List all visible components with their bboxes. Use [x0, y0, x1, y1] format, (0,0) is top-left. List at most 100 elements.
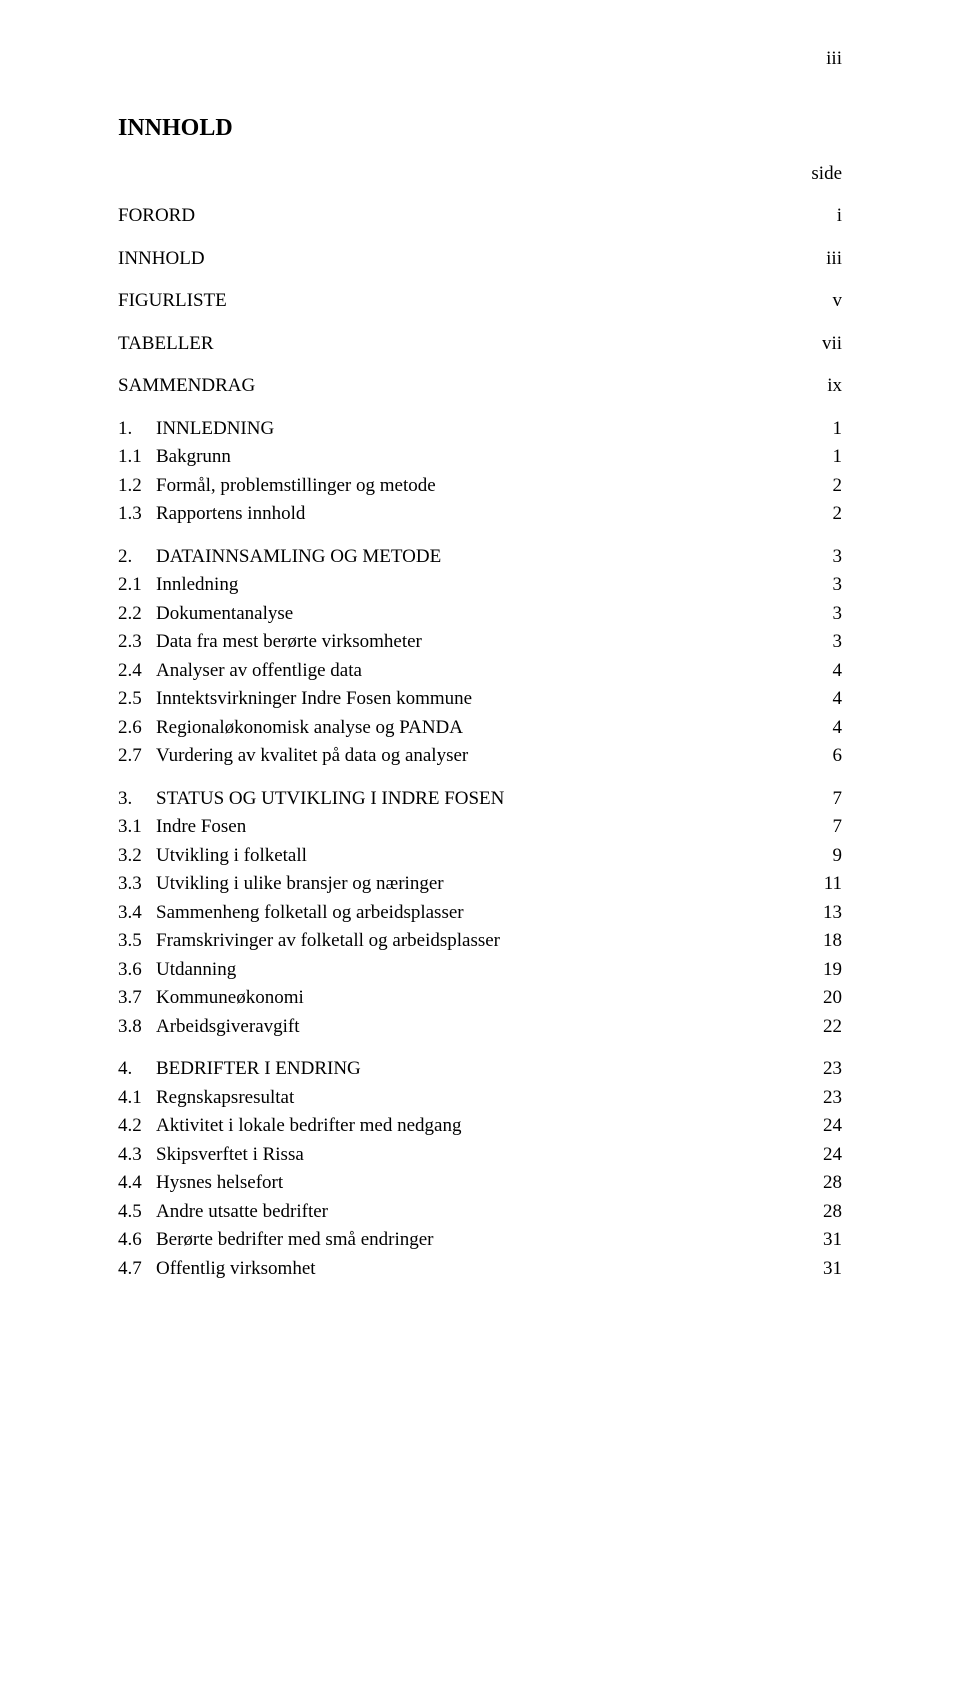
subsection-row: 2.2Dokumentanalyse 3 [118, 600, 842, 629]
subsection-title: Skipsverftet i Rissa [156, 1141, 812, 1170]
subsection-title: Regionaløkonomisk analyse og PANDA [156, 714, 812, 743]
toc-section: 4. BEDRIFTER I ENDRING 23 4.1Regnskapsre… [118, 1055, 842, 1283]
subsection-page: 7 [812, 813, 842, 842]
subsection-row: 2.3Data fra mest berørte virksomheter 3 [118, 628, 842, 657]
subsection-row: 2.7Vurdering av kvalitet på data og anal… [118, 742, 842, 771]
subsection-page: 31 [812, 1226, 842, 1255]
front-row: FORORD i [118, 202, 842, 231]
subsection-title: Formål, problemstillinger og metode [156, 472, 812, 501]
subsection-number: 2.6 [118, 714, 156, 743]
subsection-number: 3.7 [118, 984, 156, 1013]
subsection-page: 19 [812, 956, 842, 985]
subsection-row: 3.7Kommuneøkonomi20 [118, 984, 842, 1013]
subsection-title: Utvikling i ulike bransjer og næringer [156, 870, 812, 899]
subsection-title: Hysnes helsefort [156, 1169, 812, 1198]
subsection-number: 3.5 [118, 927, 156, 956]
subsection-number: 4.2 [118, 1112, 156, 1141]
subsection-title: Sammenheng folketall og arbeidsplasser [156, 899, 812, 928]
section-title: STATUS OG UTVIKLING I INDRE FOSEN [156, 785, 812, 814]
subsection-page: 4 [812, 685, 842, 714]
subsection-page: 28 [812, 1169, 842, 1198]
subsection-number: 1.3 [118, 500, 156, 529]
subsection-row: 4.5Andre utsatte bedrifter28 [118, 1198, 842, 1227]
front-page: vii [812, 330, 842, 359]
subsection-title: Vurdering av kvalitet på data og analyse… [156, 742, 812, 771]
page-number-top: iii [118, 45, 842, 74]
subsection-page: 22 [812, 1013, 842, 1042]
subsection-title: Berørte bedrifter med små endringer [156, 1226, 812, 1255]
section-number: 1. [118, 415, 156, 444]
subsection-number: 3.1 [118, 813, 156, 842]
front-page: i [812, 202, 842, 231]
subsection-number: 4.5 [118, 1198, 156, 1227]
subsection-number: 4.1 [118, 1084, 156, 1113]
subsection-number: 2.3 [118, 628, 156, 657]
subsection-title: Utdanning [156, 956, 812, 985]
subsection-number: 3.4 [118, 899, 156, 928]
subsection-number: 2.1 [118, 571, 156, 600]
subsection-title: Kommuneøkonomi [156, 984, 812, 1013]
subsection-title: Aktivitet i lokale bedrifter med nedgang [156, 1112, 812, 1141]
subsection-number: 2.4 [118, 657, 156, 686]
section-page: 7 [812, 785, 842, 814]
section-title: DATAINNSAMLING OG METODE [156, 543, 812, 572]
subsection-page: 3 [812, 628, 842, 657]
subsection-page: 28 [812, 1198, 842, 1227]
subsection-page: 6 [812, 742, 842, 771]
subsection-title: Offentlig virksomhet [156, 1255, 812, 1284]
section-page: 3 [812, 543, 842, 572]
subsection-page: 4 [812, 714, 842, 743]
subsection-page: 24 [812, 1112, 842, 1141]
subsection-page: 11 [812, 870, 842, 899]
subsection-page: 13 [812, 899, 842, 928]
subsection-row: 4.7Offentlig virksomhet31 [118, 1255, 842, 1284]
front-row: SAMMENDRAG ix [118, 372, 842, 401]
subsection-number: 4.6 [118, 1226, 156, 1255]
section-heading-row: 2. DATAINNSAMLING OG METODE 3 [118, 543, 842, 572]
subsection-page: 3 [812, 600, 842, 629]
subsection-page: 9 [812, 842, 842, 871]
subsection-title: Analyser av offentlige data [156, 657, 812, 686]
subsection-row: 4.6Berørte bedrifter med små endringer31 [118, 1226, 842, 1255]
subsection-number: 1.2 [118, 472, 156, 501]
front-row: INNHOLD iii [118, 245, 842, 274]
section-page: 23 [812, 1055, 842, 1084]
subsection-title: Dokumentanalyse [156, 600, 812, 629]
subsection-title: Utvikling i folketall [156, 842, 812, 871]
subsection-row: 1.3 Rapportens innhold 2 [118, 500, 842, 529]
subsection-title: Innledning [156, 571, 812, 600]
subsection-title: Data fra mest berørte virksomheter [156, 628, 812, 657]
subsection-row: 4.2Aktivitet i lokale bedrifter med nedg… [118, 1112, 842, 1141]
subsection-title: Framskrivinger av folketall og arbeidspl… [156, 927, 812, 956]
subsection-number: 4.4 [118, 1169, 156, 1198]
front-label: INNHOLD [118, 245, 812, 274]
subsection-page: 3 [812, 571, 842, 600]
subsection-number: 2.5 [118, 685, 156, 714]
subsection-number: 1.1 [118, 443, 156, 472]
section-heading-row: 3. STATUS OG UTVIKLING I INDRE FOSEN 7 [118, 785, 842, 814]
front-label: TABELLER [118, 330, 812, 359]
section-number: 3. [118, 785, 156, 814]
subsection-number: 3.2 [118, 842, 156, 871]
subsection-row: 1.2 Formål, problemstillinger og metode … [118, 472, 842, 501]
subsection-number: 3.6 [118, 956, 156, 985]
subsection-number: 2.7 [118, 742, 156, 771]
section-number: 4. [118, 1055, 156, 1084]
subsection-title: Arbeidsgiveravgift [156, 1013, 812, 1042]
frontmatter-list: FORORD i INNHOLD iii FIGURLISTE v TABELL… [118, 202, 842, 401]
section-heading-row: 4. BEDRIFTER I ENDRING 23 [118, 1055, 842, 1084]
subsection-title: Bakgrunn [156, 443, 812, 472]
subsection-row: 4.1Regnskapsresultat23 [118, 1084, 842, 1113]
front-row: TABELLER vii [118, 330, 842, 359]
subsection-number: 4.7 [118, 1255, 156, 1284]
subsection-title: Inntektsvirkninger Indre Fosen kommune [156, 685, 812, 714]
toc-section: 2. DATAINNSAMLING OG METODE 3 2.1Innledn… [118, 543, 842, 771]
subsection-row: 2.4Analyser av offentlige data 4 [118, 657, 842, 686]
subsection-row: 4.4Hysnes helsefort28 [118, 1169, 842, 1198]
subsection-page: 23 [812, 1084, 842, 1113]
subsection-row: 2.6Regionaløkonomisk analyse og PANDA 4 [118, 714, 842, 743]
subsection-number: 4.3 [118, 1141, 156, 1170]
subsection-page: 20 [812, 984, 842, 1013]
subsection-page: 18 [812, 927, 842, 956]
toc-section: 3. STATUS OG UTVIKLING I INDRE FOSEN 7 3… [118, 785, 842, 1042]
